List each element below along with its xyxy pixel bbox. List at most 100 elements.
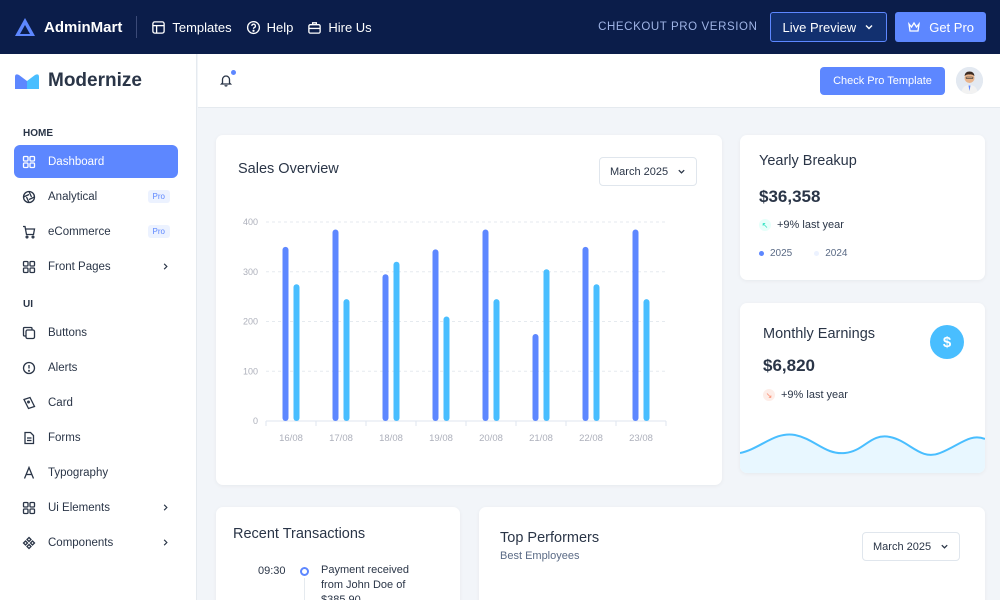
live-preview-label: Live Preview [782,19,857,35]
monthly-earnings-title: Monthly Earnings [763,326,876,342]
sidebar-item-card[interactable]: Card [14,386,178,419]
sales-period-select[interactable]: March 2025 [599,157,698,186]
alert-circle-icon [22,361,36,374]
bar [543,269,550,421]
avatar-icon [956,67,983,94]
template-icon [152,20,166,34]
bar [332,229,339,421]
recent-transactions-card: Recent Transactions 09:30 Payment receiv… [216,507,460,600]
checkout-pro-link[interactable]: CHECKOUT PRO VERSION [598,21,758,33]
pro-badge: Pro [147,225,170,238]
dollar-icon-glyph: $ [942,333,952,351]
hire-us-link[interactable]: Hire Us [307,20,372,35]
help-icon [246,20,260,34]
sidebar-item-ui-elements[interactable]: Ui Elements [14,491,178,524]
sidebar-item-analytical[interactable]: Analytical Pro [14,180,178,213]
bar [643,299,650,421]
yearly-legend: 2025 2024 [759,248,848,259]
sidebar-item-label: Components [48,536,114,549]
sidebar-item-components[interactable]: Components [14,526,178,559]
adminmart-brand: AdminMart [44,18,123,36]
bar [632,229,639,421]
chevron-down-icon [865,25,873,30]
x-tick-label: 18/08 [379,433,403,444]
apps-icon [22,260,36,273]
notification-dot [231,70,236,75]
sidebar-item-dashboard[interactable]: Dashboard [14,145,178,178]
sidebar-item-alerts[interactable]: Alerts [14,351,178,384]
components-icon [22,536,36,549]
monthly-earnings-card: Monthly Earnings $ $6,820 ↘ +9% last yea… [740,303,985,473]
x-tick-label: 17/08 [329,433,353,444]
get-pro-button[interactable]: Get Pro [895,12,986,42]
top-performers-title: Top Performers [500,530,600,546]
y-tick-label: 0 [253,416,258,426]
bar [593,284,600,421]
bar [432,249,439,421]
sales-bar-chart: 0 100 200 300 400 16/08 17/08 18/08 19/08 20/08 21… [243,217,667,444]
sales-period-value: March 2025 [610,165,669,178]
adminmart-logo-icon [15,18,35,36]
legend-dot-2024 [814,250,820,256]
bar [582,246,589,421]
sidebar-item-label: Ui Elements [48,501,110,514]
adminmart-logo[interactable]: AdminMart [14,17,122,37]
help-link-label: Help [266,19,294,35]
x-tick-label: 19/08 [429,433,453,444]
templates-link[interactable]: Templates [151,19,232,35]
sidebar-item-forms[interactable]: Forms [14,421,178,454]
sidebar-item-label: Alerts [48,361,78,374]
y-tick-label: 200 [243,317,258,327]
chevron-down-icon [678,169,685,174]
chevron-down-icon [941,544,948,549]
sales-overview-title: Sales Overview [238,161,339,177]
timeline-dot [300,567,309,576]
performers-period-value: March 2025 [873,540,932,553]
bar [482,229,489,421]
user-avatar[interactable] [956,67,983,94]
monthly-trend-label: +9% last year [781,389,848,401]
bar [393,261,400,421]
sidebar-item-typography[interactable]: Typography [14,456,178,489]
performers-period-select[interactable]: March 2025 [862,532,961,561]
sidebar-item-buttons[interactable]: Buttons [14,316,178,349]
aperture-icon [22,190,36,203]
file-text-icon [24,431,35,444]
top-performers-subtitle: Best Employees [500,550,580,562]
sidebar-item-label: Analytical [48,190,98,203]
check-pro-template-button[interactable]: Check Pro Template [820,67,945,95]
yearly-trend: ↖ +9% last year [759,219,844,231]
legend-item-2024: 2024 [814,248,848,259]
help-link[interactable]: Help [246,19,294,35]
cards-icon [23,396,36,409]
chevron-right-icon [163,504,168,511]
bar [532,333,539,421]
y-tick-label: 100 [243,366,258,376]
nav-section-ui: UI [23,299,33,310]
dollar-icon: $ [930,325,964,359]
transaction-text: Payment received from John Doe of $385.9… [321,564,410,600]
promo-topbar: AdminMart Templates Help Hire Us CHECKOU… [0,0,1000,54]
templates-link-label: Templates [172,19,232,35]
sales-overview-card: Sales Overview March 2025 0 100 200 300 400 1… [216,135,722,485]
monthly-trend: ↘ +9% last year [763,389,848,401]
legend-dot-2025 [759,250,764,256]
yearly-breakup-title: Yearly Breakup [759,153,857,169]
get-pro-label: Get Pro [929,19,974,35]
sidebar-item-front-pages[interactable]: Front Pages [14,250,178,283]
trend-up-icon: ↖ [759,219,771,231]
bell-icon[interactable] [219,73,233,87]
top-performers-card: Top Performers Best Employees March 2025 [479,507,985,600]
modernize-logo[interactable]: Modernize [0,54,196,108]
y-tick-label: 400 [243,217,258,227]
sidebar-item-label: Dashboard [48,155,105,168]
trend-down-icon: ↘ [763,389,775,401]
bar [443,316,450,421]
legend-label-2024: 2024 [825,248,848,259]
yearly-value: $36,358 [759,187,821,206]
live-preview-button[interactable]: Live Preview [769,12,888,42]
y-tick-label: 300 [243,267,258,277]
sidebar-item-ecommerce[interactable]: eCommerce Pro [14,215,178,248]
bar [493,299,500,421]
transaction-time: 09:30 [258,565,286,577]
